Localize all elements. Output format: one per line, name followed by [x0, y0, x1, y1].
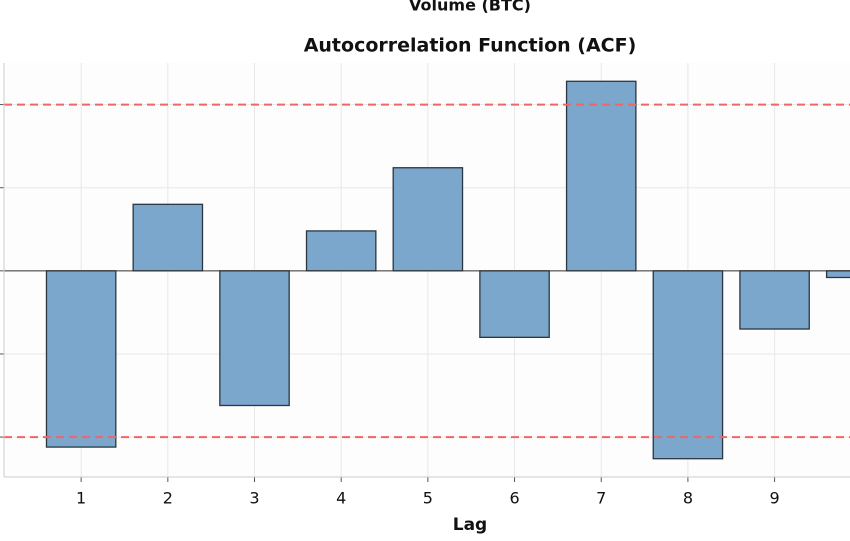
x-tick-label: 2 — [163, 489, 173, 508]
bar — [219, 270, 290, 407]
x-axis-label: Lag — [453, 515, 487, 535]
suptitle: Volume (BTC) — [409, 0, 531, 15]
bar — [652, 270, 724, 460]
chart-title: Autocorrelation Function (ACF) — [304, 35, 637, 57]
x-tick-label: 5 — [423, 489, 433, 508]
bar — [565, 80, 637, 272]
bar — [739, 270, 810, 330]
x-tick-label: 3 — [249, 489, 259, 508]
plot — [4, 63, 850, 477]
bar — [305, 230, 377, 272]
bar — [45, 270, 117, 448]
x-tick-label: 6 — [509, 489, 519, 508]
x-tick-label: 8 — [683, 489, 693, 508]
axes: 1 2 3 4 5 6 7 8 9 — [0, 63, 850, 508]
bar — [392, 167, 464, 272]
x-tick-label: 1 — [76, 489, 86, 508]
bar — [479, 270, 550, 338]
x-tick-label: 7 — [596, 489, 606, 508]
x-tick-label: 4 — [336, 489, 346, 508]
x-tick-label: 9 — [769, 489, 779, 508]
bar — [825, 270, 850, 279]
bar — [132, 203, 204, 272]
